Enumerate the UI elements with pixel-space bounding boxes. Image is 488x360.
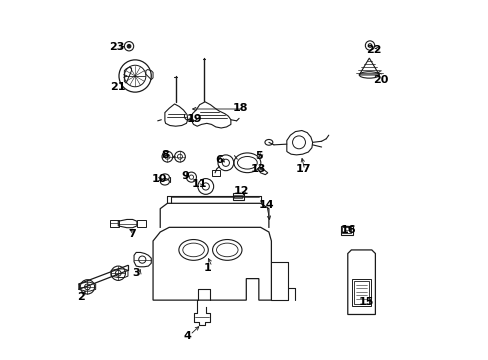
Text: 13: 13 [250,164,265,174]
Text: 15: 15 [358,297,373,307]
Text: 1: 1 [203,263,211,273]
Text: 8: 8 [161,150,168,160]
Text: 9: 9 [181,171,189,181]
Text: 17: 17 [295,164,311,174]
Text: 21: 21 [110,82,126,93]
Text: 4: 4 [183,331,191,341]
Text: 23: 23 [108,42,124,52]
Text: 12: 12 [233,186,249,197]
Text: 18: 18 [233,103,248,113]
Text: 16: 16 [340,225,356,235]
Text: 5: 5 [255,150,262,161]
Text: 19: 19 [186,114,202,124]
Bar [340,226,352,234]
Bar [211,170,220,176]
Text: 14: 14 [258,200,273,210]
Circle shape [127,44,131,48]
Text: 11: 11 [191,179,207,189]
Bar [110,220,119,226]
Bar [342,227,351,233]
Text: 22: 22 [366,45,381,55]
Bar [137,220,145,226]
Text: 3: 3 [132,268,140,278]
Text: 6: 6 [215,155,223,165]
Bar [351,279,370,306]
Bar [353,282,368,304]
Bar [233,193,244,200]
Bar [234,195,242,198]
Text: 20: 20 [372,75,387,85]
Text: 10: 10 [152,174,167,184]
Text: 2: 2 [77,292,85,302]
Text: 7: 7 [128,229,136,239]
